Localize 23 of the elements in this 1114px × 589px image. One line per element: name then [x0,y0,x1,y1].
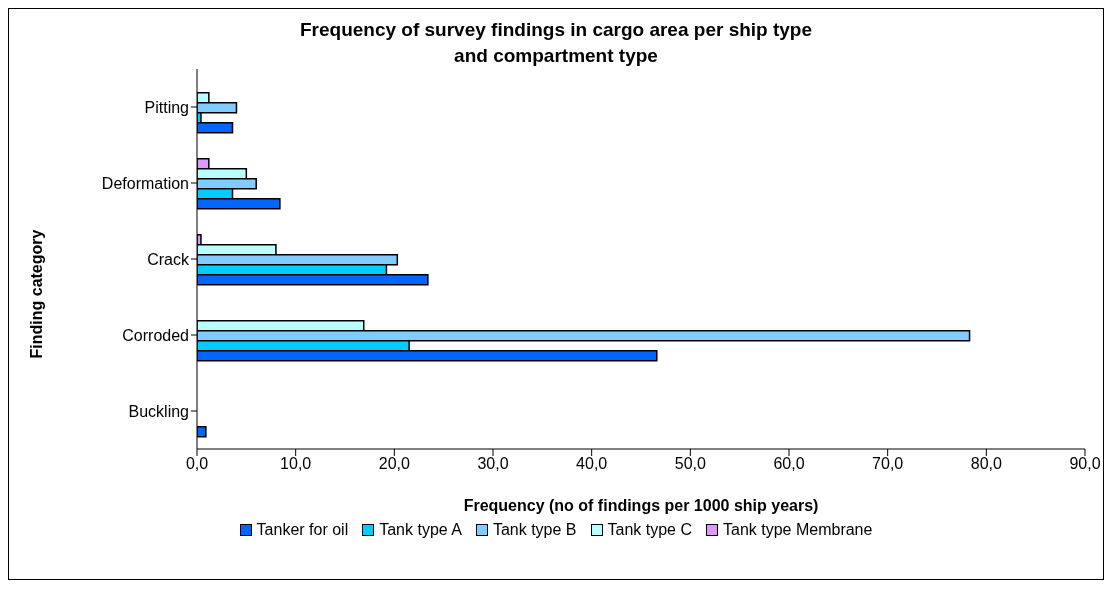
chart-title: Frequency of survey findings in cargo area per ship type and compartment type [298,18,814,68]
x-tick-label: 0,0 [185,455,209,473]
legend-label: Tank type C [606,521,692,539]
legend-label: Tanker for oil [255,521,349,539]
x-tick-label: 90,0 [1069,455,1101,473]
x-tick-label: 40,0 [576,455,608,473]
x-tick-label: 30,0 [477,455,509,473]
x-tick-label: 60,0 [773,455,805,473]
y-tick-label: Deformation [101,174,189,192]
legend-label: Tank type B [491,521,577,539]
x-tick-label: 20,0 [378,455,411,473]
x-tick-label: 10,0 [280,455,312,473]
x-tick-label: 50,0 [674,455,707,473]
x-tick-label: 80,0 [970,455,1003,473]
x-axis-title: Frequency (no of findings per 1000 ship years) [463,497,819,514]
y-tick-label: Buckling [128,402,189,420]
legend-label: Tank type Membrane [722,521,873,539]
y-tick-label: Corroded [122,326,189,344]
x-tick-label: 70,0 [872,455,904,473]
y-tick-label: Pitting [144,98,189,116]
y-tick-label: Crack [147,250,190,268]
y-axis-title: Finding category [28,229,46,359]
legend-label: Tank type A [378,521,462,539]
